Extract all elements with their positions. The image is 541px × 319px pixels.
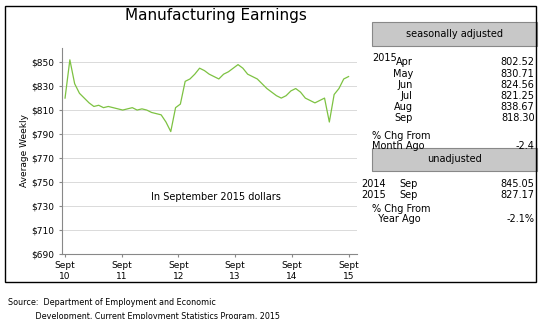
- Text: Jun: Jun: [398, 80, 413, 90]
- Text: 827.17: 827.17: [500, 190, 535, 200]
- Text: Sep: Sep: [400, 179, 418, 189]
- Text: 821.25: 821.25: [500, 91, 535, 101]
- Text: 824.56: 824.56: [500, 80, 535, 90]
- Text: Apr: Apr: [396, 57, 413, 67]
- Text: 845.05: 845.05: [500, 179, 535, 189]
- Text: seasonally adjusted: seasonally adjusted: [406, 29, 503, 39]
- Text: In September 2015 dollars: In September 2015 dollars: [150, 192, 281, 202]
- Text: 2015: 2015: [361, 190, 386, 200]
- Text: unadjusted: unadjusted: [427, 154, 482, 165]
- Text: Manufacturing Earnings: Manufacturing Earnings: [126, 8, 307, 23]
- Text: 838.67: 838.67: [501, 102, 535, 112]
- Text: Month Ago: Month Ago: [372, 141, 425, 151]
- Text: 2014: 2014: [361, 179, 386, 189]
- Text: Aug: Aug: [394, 102, 413, 112]
- Text: May: May: [393, 69, 413, 78]
- Text: 802.52: 802.52: [500, 57, 535, 67]
- Text: -2.1%: -2.1%: [506, 214, 535, 224]
- Text: Development, Current Employment Statistics Program, 2015: Development, Current Employment Statisti…: [8, 312, 280, 319]
- Text: % Chg From: % Chg From: [372, 204, 431, 214]
- Text: 830.71: 830.71: [501, 69, 535, 78]
- Text: % Chg From: % Chg From: [372, 131, 431, 141]
- Text: 2015: 2015: [372, 53, 397, 63]
- Text: Year Ago: Year Ago: [372, 214, 421, 224]
- Text: Jul: Jul: [401, 91, 413, 101]
- Text: Sep: Sep: [394, 113, 413, 123]
- Text: Sep: Sep: [400, 190, 418, 200]
- Text: 818.30: 818.30: [501, 113, 535, 123]
- Text: -2.4: -2.4: [516, 141, 535, 151]
- Text: Source:  Department of Employment and Economic: Source: Department of Employment and Eco…: [8, 298, 216, 307]
- Y-axis label: Average Weekly: Average Weekly: [20, 114, 29, 187]
